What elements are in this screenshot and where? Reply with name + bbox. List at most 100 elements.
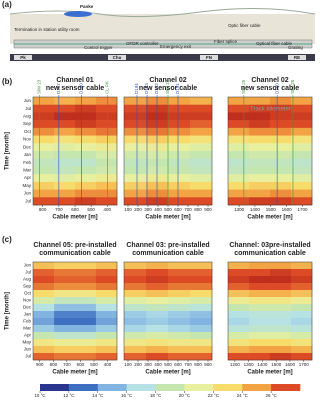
heat-cell <box>33 304 55 312</box>
heat-cell <box>168 304 191 312</box>
chart-title: Channel: 03pre-installed <box>229 242 310 249</box>
heat-cell <box>95 311 118 319</box>
heat-cell <box>124 120 147 129</box>
heat-cell <box>190 112 213 121</box>
heat-cell <box>190 276 213 284</box>
x-axis-title: Cable meter [m] <box>145 215 190 221</box>
plot-frame <box>227 261 313 361</box>
heat-cell <box>227 346 250 354</box>
heat-cell <box>249 332 271 340</box>
x-tick-label: 500 <box>164 207 172 212</box>
heat-cell <box>269 346 292 354</box>
heat-cell <box>33 353 55 361</box>
heat-cell <box>227 135 250 144</box>
chart-title: Channel 05: pre-installed <box>33 242 116 249</box>
heat-cell <box>75 135 97 144</box>
heat-cell <box>269 166 292 175</box>
heat-cell <box>33 311 55 319</box>
heat-cell <box>227 112 250 121</box>
heat-cell <box>249 318 271 326</box>
heat-cell <box>190 346 213 354</box>
heat-cell <box>33 189 55 198</box>
heat-cell <box>249 120 271 129</box>
heat-cell <box>96 158 118 167</box>
heat-cell <box>54 332 76 340</box>
y-tick-label: Sep <box>23 284 32 289</box>
heat-cell <box>291 262 313 270</box>
heat-cell <box>227 325 250 333</box>
x-tick-label: 600 <box>71 207 79 212</box>
heat-cell <box>269 174 292 183</box>
x-tick-label: 400 <box>154 207 162 212</box>
heat-cell <box>168 283 191 291</box>
marker-label: D193 <box>144 83 149 94</box>
x-tick-label: 700 <box>184 362 192 367</box>
heat-cell <box>124 276 147 284</box>
heat-cell <box>33 197 55 206</box>
heat-cell <box>269 353 292 361</box>
heat-cell <box>75 189 97 198</box>
heat-cell <box>124 262 147 270</box>
heat-cell <box>249 97 271 106</box>
heat-cell <box>33 127 55 136</box>
heat-cell <box>249 269 271 277</box>
chart-title: Channel 03: pre-installed <box>126 242 209 249</box>
colorbar-label: 26 °C <box>265 393 277 398</box>
heat-cell <box>269 297 292 305</box>
heat-cell <box>249 104 271 113</box>
heat-cell <box>168 318 191 326</box>
schematic-label: Fiber splice <box>214 39 238 44</box>
heat-cell <box>190 332 213 340</box>
x-tick-label: 900 <box>36 362 44 367</box>
x-tick-label: 1600 <box>285 362 296 367</box>
x-tick-label: 1400 <box>257 362 268 367</box>
heat-cell <box>54 189 76 198</box>
heat-cell <box>96 151 118 160</box>
y-tick-label: Jan <box>24 312 32 317</box>
heat-cell <box>269 304 292 312</box>
heat-cell <box>168 166 191 175</box>
heat-cell <box>168 174 191 183</box>
heat-cell <box>54 276 76 284</box>
heat-cell <box>95 283 118 291</box>
heat-cell <box>146 269 169 277</box>
heat-cell <box>54 151 76 160</box>
heat-cell <box>124 158 147 167</box>
heat-cell <box>75 197 97 206</box>
chart-title: Channel 01 <box>56 77 93 84</box>
x-tick-label: 1200 <box>230 362 241 367</box>
heat-cell <box>269 339 292 347</box>
heat-cell <box>168 262 191 270</box>
x-axis-title: Cable meter [m] <box>247 370 292 376</box>
heat-cell <box>75 112 97 121</box>
y-axis-title: Time [month] <box>5 292 11 330</box>
heat-cell <box>54 318 76 326</box>
heat-cell <box>146 276 169 284</box>
heat-cell <box>75 127 97 136</box>
x-tick-label: 100 <box>124 207 132 212</box>
ground <box>10 14 315 44</box>
heat-cell <box>249 339 271 347</box>
heat-cell <box>291 332 313 340</box>
heat-cell <box>190 158 213 167</box>
heat-cell <box>124 166 147 175</box>
heat-cell <box>249 151 271 160</box>
heat-cell <box>95 304 118 312</box>
y-tick-label: Dec <box>23 305 32 310</box>
heat-cell <box>146 283 169 291</box>
heat-cell <box>227 97 250 106</box>
heat-cell <box>291 97 313 106</box>
schematic-label: OFDR controller <box>126 41 159 46</box>
y-tick-label: Jul <box>25 198 31 203</box>
colorbar-label: 10 °C <box>34 393 46 398</box>
station <box>200 55 218 60</box>
x-axis-title: Cable meter [m] <box>247 215 292 221</box>
heat-cell <box>75 143 97 152</box>
heat-cell <box>291 151 313 160</box>
heat-cell <box>269 197 292 206</box>
heat-cell <box>190 269 213 277</box>
heat-cell <box>96 120 118 129</box>
heat-cell <box>54 325 76 333</box>
marker-label: CL PK <box>104 81 109 94</box>
heat-cell <box>146 290 169 298</box>
